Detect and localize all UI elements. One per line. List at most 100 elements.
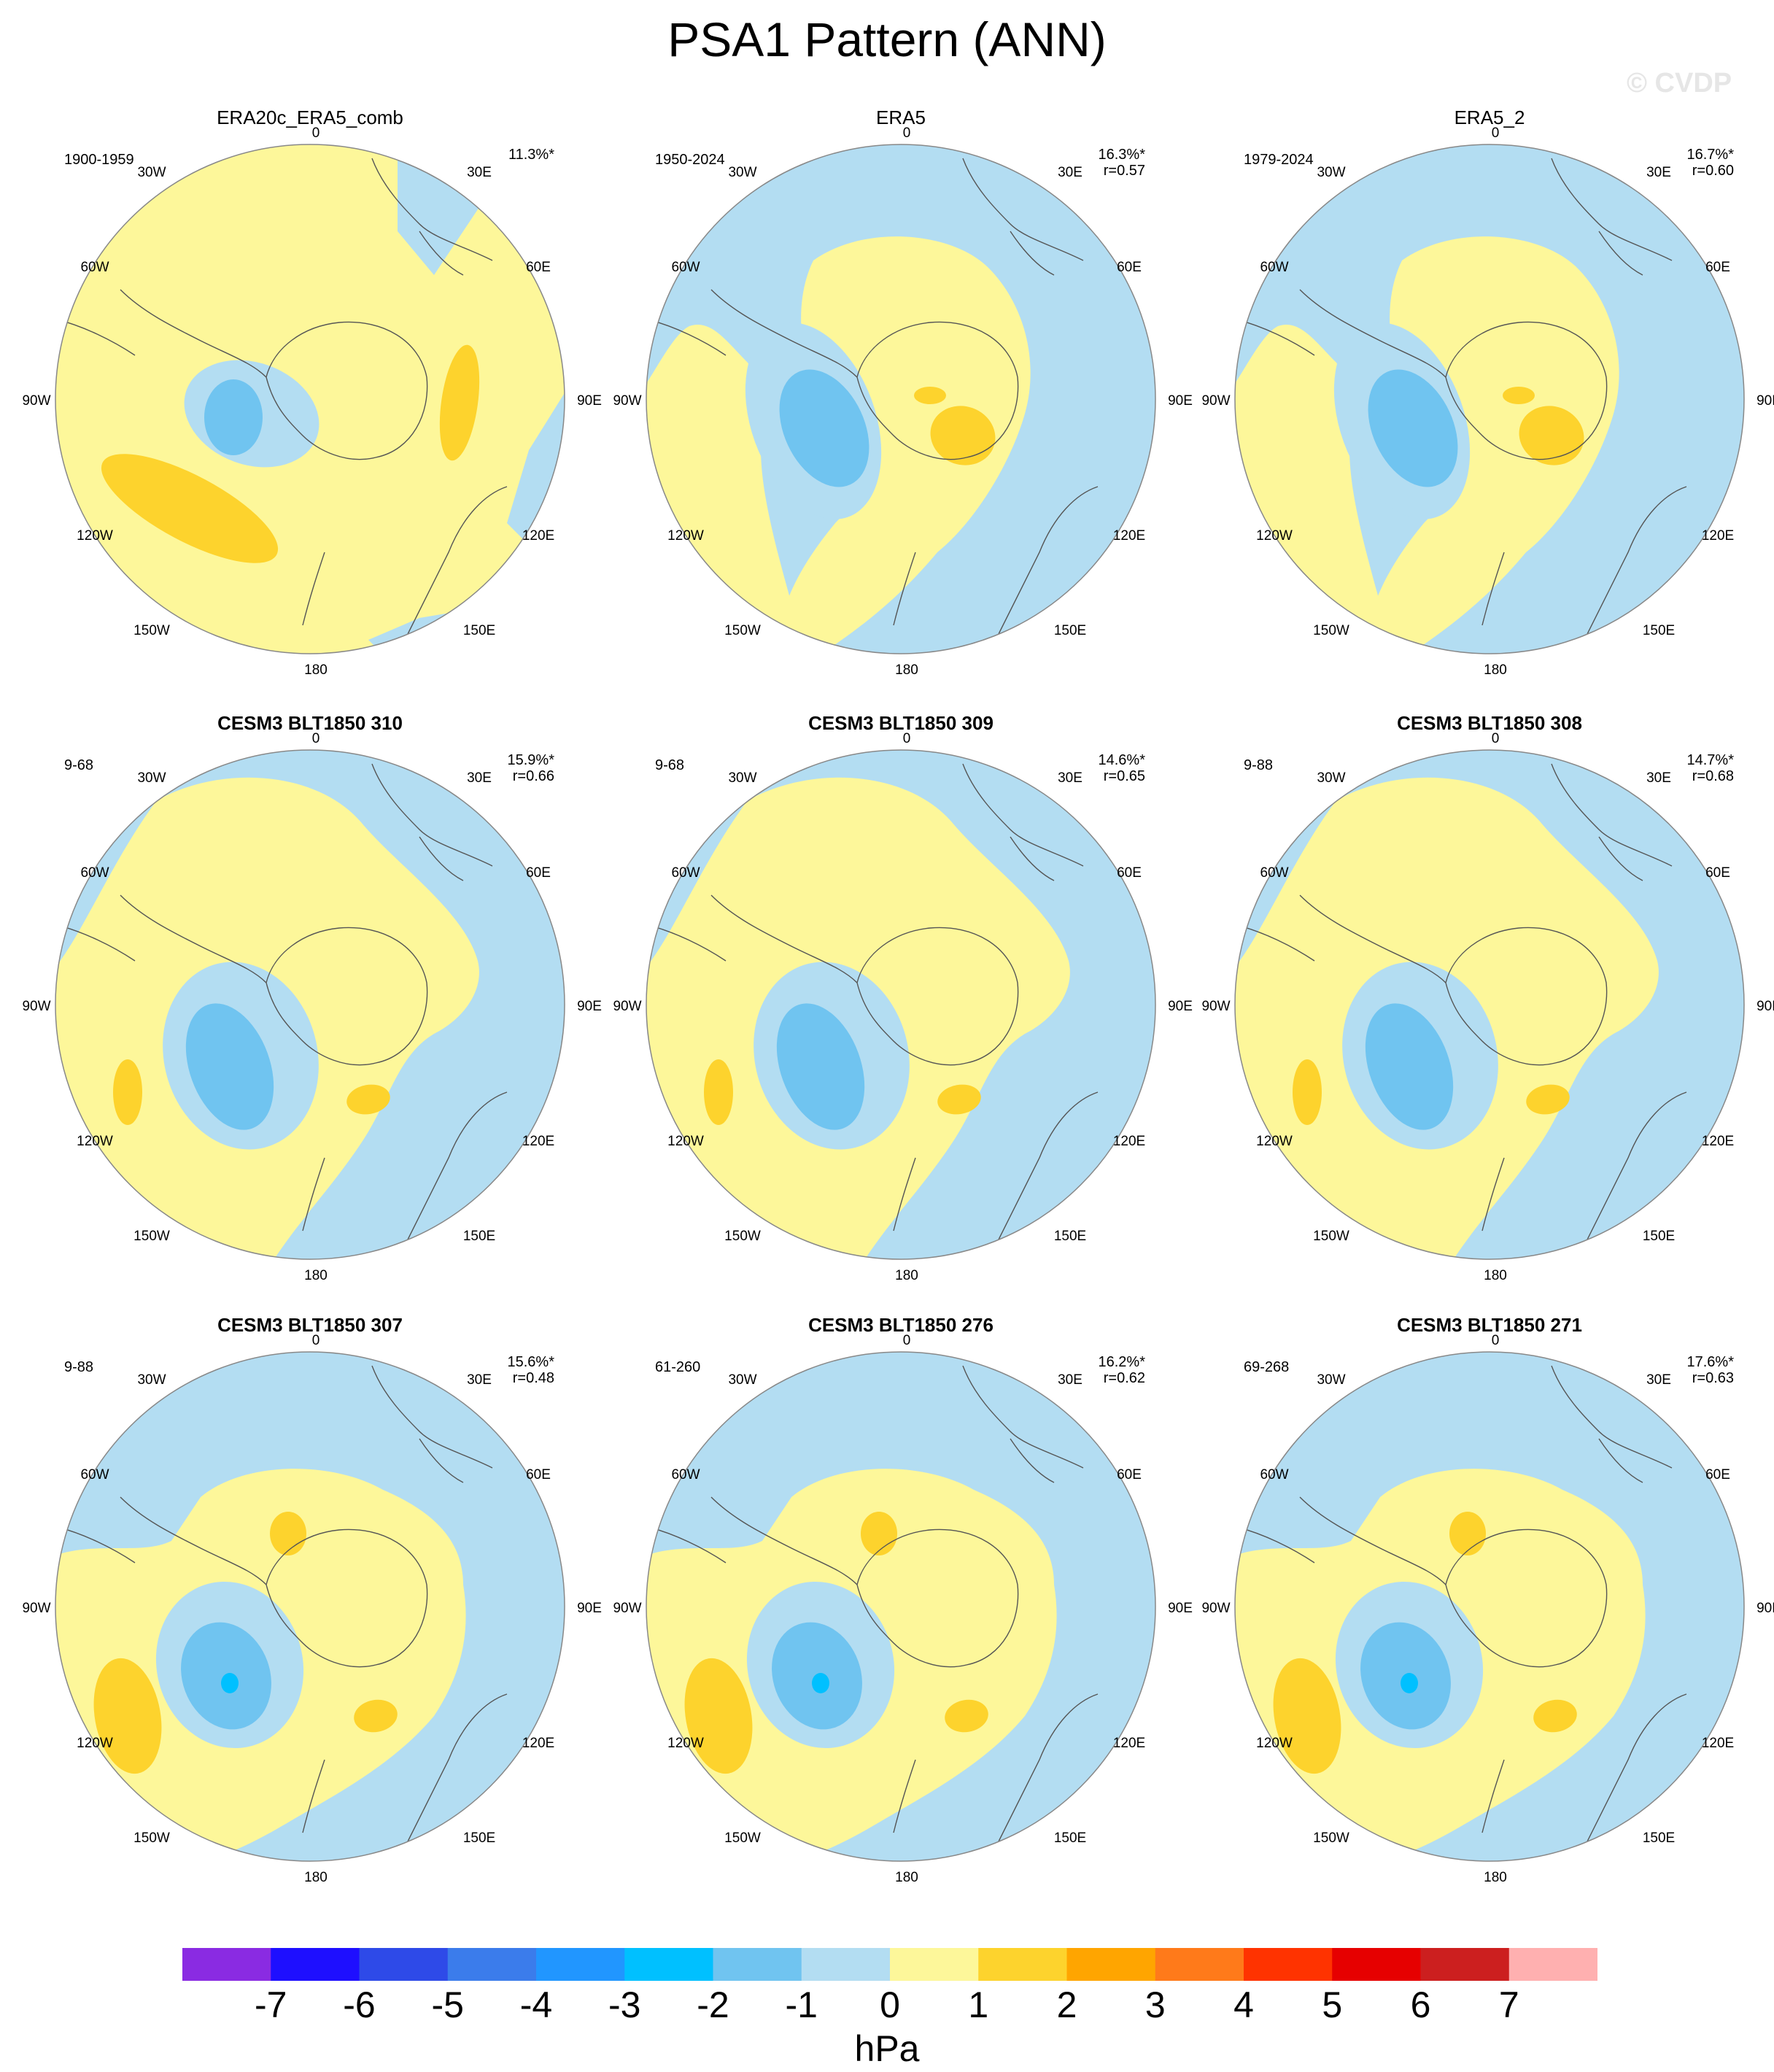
panel-stats: 15.6%* r=0.48 (460, 1354, 555, 1386)
coastline (1445, 1528, 1608, 1668)
longitude-label: 30W (728, 770, 757, 786)
panel-period: 1950-2024 (655, 152, 725, 168)
contour-region (937, 1084, 981, 1115)
longitude-label: 60W (80, 260, 109, 275)
coastline (1598, 231, 1643, 276)
longitude-label: 180 (1484, 1870, 1507, 1885)
map-panel: CESM3 BLT1850 309 9-68 14.6%* r=0.65 0 30E 60E… (605, 711, 1196, 1295)
longitude-label: 0 (311, 731, 320, 746)
panel-stats: 16.3%* r=0.57 (1050, 147, 1146, 179)
contour-region (204, 379, 263, 455)
longitude-label: 150E (1642, 1229, 1676, 1244)
panel-period: 9-88 (1244, 757, 1274, 773)
polar-stereographic-map (646, 1351, 1156, 1862)
longitude-label: 30W (728, 165, 757, 180)
panel-period: 61-260 (655, 1359, 701, 1375)
coastline (1481, 1759, 1505, 1833)
map-border (55, 749, 565, 1260)
longitude-label: 90W (1201, 393, 1231, 409)
contour-fields (55, 144, 565, 654)
contour-region (185, 1003, 274, 1130)
longitude-label: 90E (1168, 1601, 1193, 1616)
coastline (1551, 763, 1673, 867)
colorbar-tick-label: 6 (1410, 1984, 1431, 2025)
cvdp-watermark: © CVDP (1627, 68, 1732, 98)
panel-title: CESM3 BLT1850 310 (217, 712, 403, 734)
contour-region (1293, 1059, 1322, 1125)
longitude-label: 120E (522, 1736, 555, 1751)
coastline (1010, 1438, 1055, 1483)
coastline (302, 1157, 325, 1232)
longitude-label: 60W (671, 865, 700, 881)
longitude-label: 150W (133, 623, 170, 638)
longitude-label: 150E (1053, 1831, 1087, 1846)
panel-period: 69-268 (1244, 1359, 1290, 1375)
contour-region (777, 236, 1031, 654)
longitude-label: 120E (1112, 528, 1146, 544)
coastline (419, 231, 464, 276)
longitude-label: 30W (1317, 165, 1346, 180)
polar-stereographic-map (646, 144, 1156, 654)
coastline (404, 486, 508, 641)
map-panel: CESM3 BLT1850 307 9-88 15.6%* r=0.48 0 30E 60E… (15, 1313, 605, 1897)
longitude-label: 60E (1705, 865, 1730, 881)
contour-region (1519, 406, 1584, 465)
coastline (302, 552, 325, 626)
coastline (120, 1496, 267, 1585)
contour-region (1365, 1003, 1454, 1130)
coastline (1584, 1091, 1687, 1246)
longitude-label: 90W (613, 393, 642, 409)
longitude-label: 150W (1313, 623, 1349, 638)
longitude-label: 180 (304, 1870, 328, 1885)
longitude-label: 30E (1058, 165, 1082, 180)
longitude-label: 150E (1642, 1831, 1676, 1846)
coastline (893, 552, 916, 626)
colorbar-tick-label: 1 (968, 1984, 989, 2025)
contour-region (1503, 387, 1535, 404)
colorbar-tick-label: 0 (880, 1984, 900, 2025)
map-border (646, 749, 1156, 1260)
longitude-label: 90W (1201, 1601, 1231, 1616)
colorbar-tick-label: 7 (1498, 1984, 1519, 2025)
coastline (120, 894, 267, 983)
coastline (856, 927, 1019, 1066)
contour-region (945, 1699, 988, 1733)
coastline (1551, 158, 1673, 261)
coastline (1010, 836, 1055, 881)
map-border (646, 1351, 1156, 1862)
variance-percent: 16.2%* (1098, 1354, 1146, 1370)
coastline (404, 1693, 508, 1848)
longitude-label: 30E (1646, 1372, 1671, 1388)
panel-stats: 16.2%* r=0.62 (1050, 1354, 1146, 1386)
longitude-label: 90W (22, 999, 51, 1014)
coastline (266, 1528, 428, 1668)
longitude-label: 120E (1112, 1134, 1146, 1149)
panel-title: CESM3 BLT1850 276 (808, 1314, 993, 1336)
pattern-correlation: r=0.66 (512, 768, 554, 784)
colorbar-tick-label: -1 (785, 1984, 818, 2025)
variance-percent: 17.6%* (1686, 1354, 1735, 1370)
longitude-label: 150W (1313, 1831, 1349, 1846)
colorbar-swatch (271, 1948, 360, 1981)
longitude-label: 120W (77, 1134, 113, 1149)
panel-period: 1979-2024 (1244, 152, 1314, 168)
longitude-label: 120W (667, 528, 704, 544)
panel-stats: 11.3%* (460, 147, 554, 163)
longitude-label: 120W (77, 528, 113, 544)
colorbar-swatch (536, 1948, 625, 1981)
polar-stereographic-map (646, 749, 1156, 1260)
coastline (371, 1365, 493, 1469)
coastline (710, 1496, 858, 1585)
map-panel: CESM3 BLT1850 276 61-260 16.2%* r=0.62 0 30E 6… (605, 1313, 1196, 1897)
colorbar-tick-label: 3 (1144, 1984, 1166, 2025)
coastline (266, 321, 428, 460)
longitude-label: 60W (1260, 1467, 1289, 1483)
longitude-label: 180 (895, 662, 918, 678)
variance-percent: 15.9%* (507, 752, 555, 768)
colorbar-swatch (447, 1948, 537, 1981)
longitude-label: 0 (902, 125, 911, 141)
contour-fields (1235, 144, 1744, 654)
map-panel: CESM3 BLT1850 310 9-68 15.9%* r=0.66 0 30E 60E… (15, 711, 605, 1295)
longitude-label: 150W (133, 1831, 170, 1846)
longitude-label: 60E (1705, 260, 1730, 275)
